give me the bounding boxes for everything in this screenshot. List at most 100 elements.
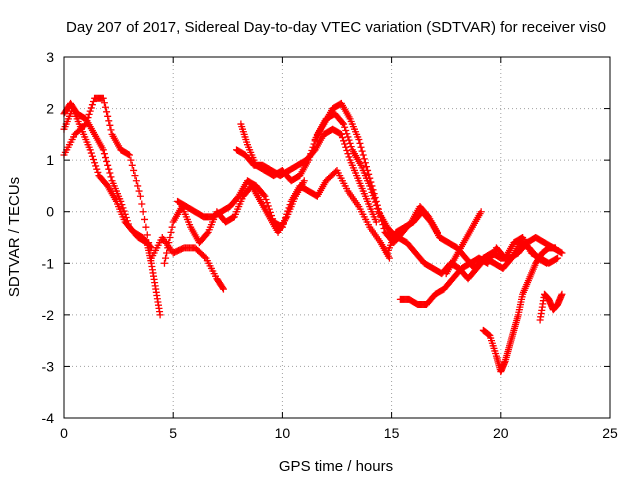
x-tick-label: 25: [602, 425, 618, 441]
data-point: [359, 151, 367, 159]
data-point: [361, 159, 369, 167]
data-point: [88, 152, 96, 160]
y-tick-label: -1: [42, 255, 55, 271]
series-track-g: [233, 125, 380, 226]
data-point: [219, 284, 227, 292]
data-point: [163, 249, 171, 257]
data-point: [135, 187, 143, 195]
series-track-e: [174, 166, 393, 262]
data-point: [477, 208, 485, 216]
data-point: [127, 156, 135, 164]
data-point: [87, 149, 95, 157]
data-point: [380, 224, 388, 232]
data-point: [264, 202, 272, 210]
data-point: [374, 205, 382, 213]
data-point: [126, 151, 134, 159]
series-track-b: [60, 105, 155, 252]
x-tick-label: 20: [493, 425, 509, 441]
y-tick-label: 1: [46, 152, 54, 168]
data-point: [344, 150, 352, 158]
data-point: [341, 140, 349, 148]
y-tick-label: 3: [46, 49, 54, 65]
data-point: [379, 221, 387, 229]
series-track-n: [536, 290, 566, 324]
data-point: [104, 112, 112, 120]
data-point: [360, 155, 368, 163]
data-point: [265, 205, 273, 213]
data-point: [134, 182, 142, 190]
y-tick-label: -4: [42, 410, 55, 426]
data-point: [143, 231, 151, 239]
data-point: [103, 108, 111, 116]
data-point: [84, 114, 92, 122]
data-point: [269, 215, 277, 223]
data-point: [283, 210, 291, 218]
series-track-l: [442, 208, 485, 278]
data-point: [99, 94, 107, 102]
data-point: [260, 191, 268, 199]
data-point: [365, 170, 373, 178]
data-point: [87, 104, 95, 112]
data-point: [366, 174, 374, 182]
data-point: [558, 249, 566, 257]
y-tick-label: -2: [42, 307, 55, 323]
data-point: [378, 217, 386, 225]
data-point: [337, 130, 345, 138]
data-point: [219, 285, 227, 293]
data-point: [355, 136, 363, 144]
data-point: [165, 239, 173, 247]
y-tick-label: -3: [42, 358, 55, 374]
data-point: [130, 166, 138, 174]
data-point: [162, 254, 170, 262]
data-point: [358, 147, 366, 155]
data-point: [300, 177, 308, 185]
data-point: [338, 134, 346, 142]
data-point: [373, 201, 381, 209]
data-point: [364, 166, 372, 174]
data-point: [338, 119, 346, 127]
data-point: [92, 162, 100, 170]
data-point: [85, 110, 93, 118]
data-point: [342, 126, 350, 134]
x-tick-label: 15: [384, 425, 400, 441]
data-point: [132, 177, 140, 185]
data-point: [266, 208, 274, 216]
data-point: [372, 218, 380, 226]
data-point: [203, 230, 211, 238]
data-point: [284, 207, 292, 215]
data-point: [263, 199, 271, 207]
data-point: [80, 121, 88, 129]
data-point: [385, 254, 393, 262]
data-point: [376, 209, 384, 217]
data-point: [106, 121, 114, 129]
data-point: [342, 143, 350, 151]
data-point: [286, 201, 294, 209]
data-point: [201, 253, 209, 261]
series-track-m: [479, 244, 559, 376]
series-track-d: [160, 177, 308, 267]
data-point: [82, 120, 90, 128]
data-point: [83, 117, 91, 125]
data-point: [88, 101, 96, 109]
data-point: [267, 212, 275, 220]
data-point: [262, 195, 270, 203]
data-point: [343, 146, 351, 154]
data-point: [101, 103, 109, 111]
data-point: [86, 107, 94, 115]
data-point: [261, 192, 269, 200]
data-point: [104, 161, 112, 169]
data-point: [362, 163, 370, 171]
data-point: [100, 99, 108, 107]
data-point: [554, 254, 562, 262]
data-point: [93, 165, 101, 173]
data-point: [551, 244, 559, 252]
data-point: [107, 126, 115, 134]
data-point: [145, 239, 153, 247]
data-point: [357, 143, 365, 151]
data-point: [166, 234, 174, 241]
data-point: [99, 146, 107, 154]
data-point: [106, 169, 114, 177]
data-point: [138, 200, 146, 208]
data-point: [285, 204, 293, 212]
